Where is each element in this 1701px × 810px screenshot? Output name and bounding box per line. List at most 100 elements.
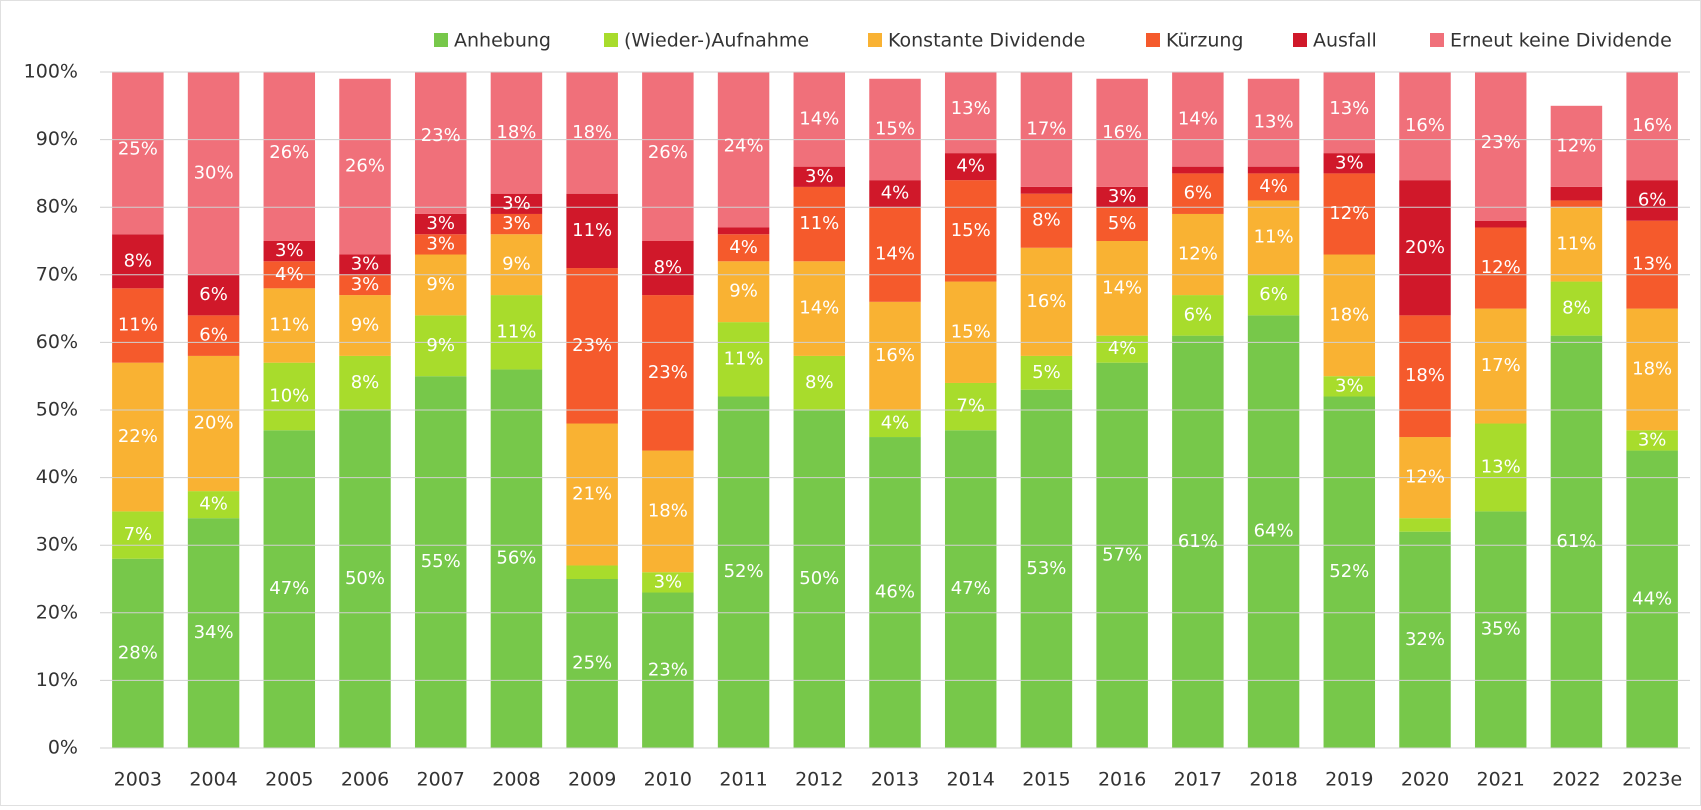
value-label: 8% bbox=[351, 372, 380, 393]
value-label: 61% bbox=[1556, 531, 1596, 552]
value-label: 13% bbox=[1329, 98, 1369, 119]
bar-segment bbox=[1172, 295, 1224, 336]
bar-segment bbox=[187, 518, 240, 748]
value-label: 57% bbox=[1102, 544, 1142, 565]
bar-segment bbox=[1247, 315, 1300, 748]
value-label: 11% bbox=[799, 213, 839, 234]
bar-segment bbox=[1020, 72, 1073, 187]
value-label: 47% bbox=[951, 578, 991, 599]
bar-segment bbox=[1096, 362, 1148, 748]
bar-segment bbox=[263, 72, 316, 242]
value-label: 5% bbox=[1108, 213, 1137, 234]
bar-segment bbox=[414, 254, 467, 316]
y-tick-label: 70% bbox=[36, 263, 78, 285]
value-label: 3% bbox=[351, 254, 380, 275]
value-label: 18% bbox=[572, 122, 612, 143]
value-label: 50% bbox=[799, 568, 839, 589]
bar-segment bbox=[414, 234, 467, 255]
bar-segment bbox=[1096, 335, 1148, 363]
value-label: 9% bbox=[426, 335, 455, 356]
x-tick-label: 2008 bbox=[492, 769, 540, 791]
legend-label: Konstante Dividende bbox=[888, 30, 1085, 52]
value-label: 24% bbox=[724, 135, 764, 156]
value-label: 47% bbox=[269, 578, 309, 599]
bar-segment bbox=[642, 241, 694, 296]
bar-segment bbox=[1399, 180, 1451, 316]
bar-segment bbox=[414, 315, 467, 377]
bar-segment bbox=[263, 241, 316, 262]
bar-segment bbox=[566, 268, 618, 424]
bar-segment bbox=[263, 362, 316, 431]
value-label: 15% bbox=[951, 220, 991, 241]
value-label: 8% bbox=[654, 257, 683, 278]
bar-segment bbox=[1474, 227, 1527, 309]
value-label: 4% bbox=[1108, 338, 1137, 359]
y-tick-label: 80% bbox=[36, 196, 78, 218]
bar-segment bbox=[1020, 186, 1073, 194]
x-tick-label: 2022 bbox=[1552, 769, 1600, 791]
bar-segment bbox=[869, 437, 921, 748]
value-label: 10% bbox=[269, 385, 309, 406]
bar-segment bbox=[566, 72, 618, 194]
value-label: 9% bbox=[502, 254, 531, 275]
value-label: 16% bbox=[1102, 122, 1142, 143]
value-label: 16% bbox=[1405, 115, 1445, 136]
value-label: 3% bbox=[275, 240, 304, 261]
y-tick-label: 40% bbox=[36, 466, 78, 488]
bar-segment bbox=[490, 295, 543, 370]
value-label: 20% bbox=[194, 413, 234, 434]
value-label: 4% bbox=[729, 237, 758, 258]
value-label: 11% bbox=[118, 315, 158, 336]
bar-segment bbox=[339, 78, 391, 255]
bar-segment bbox=[1020, 355, 1073, 390]
bar-segment bbox=[187, 72, 240, 275]
value-label: 6% bbox=[199, 284, 228, 305]
x-tick-label: 2009 bbox=[568, 769, 616, 791]
bar-segment bbox=[339, 295, 391, 356]
value-label: 8% bbox=[1032, 210, 1061, 231]
value-label: 15% bbox=[875, 118, 915, 139]
value-label: 12% bbox=[1556, 135, 1596, 156]
x-tick-label: 2003 bbox=[114, 769, 162, 791]
value-label: 23% bbox=[648, 659, 688, 680]
value-label: 18% bbox=[648, 500, 688, 521]
bar-segment bbox=[1399, 518, 1451, 532]
bar-segment bbox=[1172, 335, 1224, 748]
value-label: 17% bbox=[1026, 118, 1066, 139]
value-label: 16% bbox=[875, 345, 915, 366]
bar-segment bbox=[717, 72, 770, 228]
bar-segment bbox=[1323, 376, 1376, 397]
value-label: 3% bbox=[351, 274, 380, 295]
bar-segment bbox=[1247, 200, 1300, 275]
value-label: 44% bbox=[1632, 588, 1672, 609]
value-label: 4% bbox=[956, 156, 985, 177]
value-label: 32% bbox=[1405, 629, 1445, 650]
bar-segment bbox=[1323, 396, 1376, 748]
value-label: 55% bbox=[421, 551, 461, 572]
bar-segment bbox=[1096, 207, 1148, 241]
value-label: 3% bbox=[1638, 429, 1667, 450]
bar-segment bbox=[566, 193, 618, 269]
bar-segment bbox=[1474, 511, 1527, 748]
value-label: 6% bbox=[1184, 183, 1213, 204]
value-label: 30% bbox=[194, 162, 234, 183]
bar-segment bbox=[566, 579, 618, 748]
bar-segment bbox=[717, 227, 770, 235]
bar-segment bbox=[112, 362, 164, 512]
bar-segment bbox=[944, 382, 997, 431]
value-label: 18% bbox=[1329, 304, 1369, 325]
value-label: 9% bbox=[729, 281, 758, 302]
bar-segment bbox=[1020, 247, 1073, 356]
value-label: 3% bbox=[426, 233, 455, 254]
bar-segment bbox=[1474, 308, 1527, 424]
bar-segment bbox=[414, 213, 467, 235]
bar-segment bbox=[1172, 72, 1224, 167]
value-label: 9% bbox=[426, 274, 455, 295]
value-label: 4% bbox=[1259, 176, 1288, 197]
bar-segment bbox=[112, 558, 164, 748]
bar-segment bbox=[566, 565, 618, 579]
bar-segment bbox=[1626, 220, 1678, 309]
bar-segment bbox=[793, 410, 846, 748]
bar-segment bbox=[1399, 531, 1451, 748]
bar-segment bbox=[490, 193, 543, 214]
